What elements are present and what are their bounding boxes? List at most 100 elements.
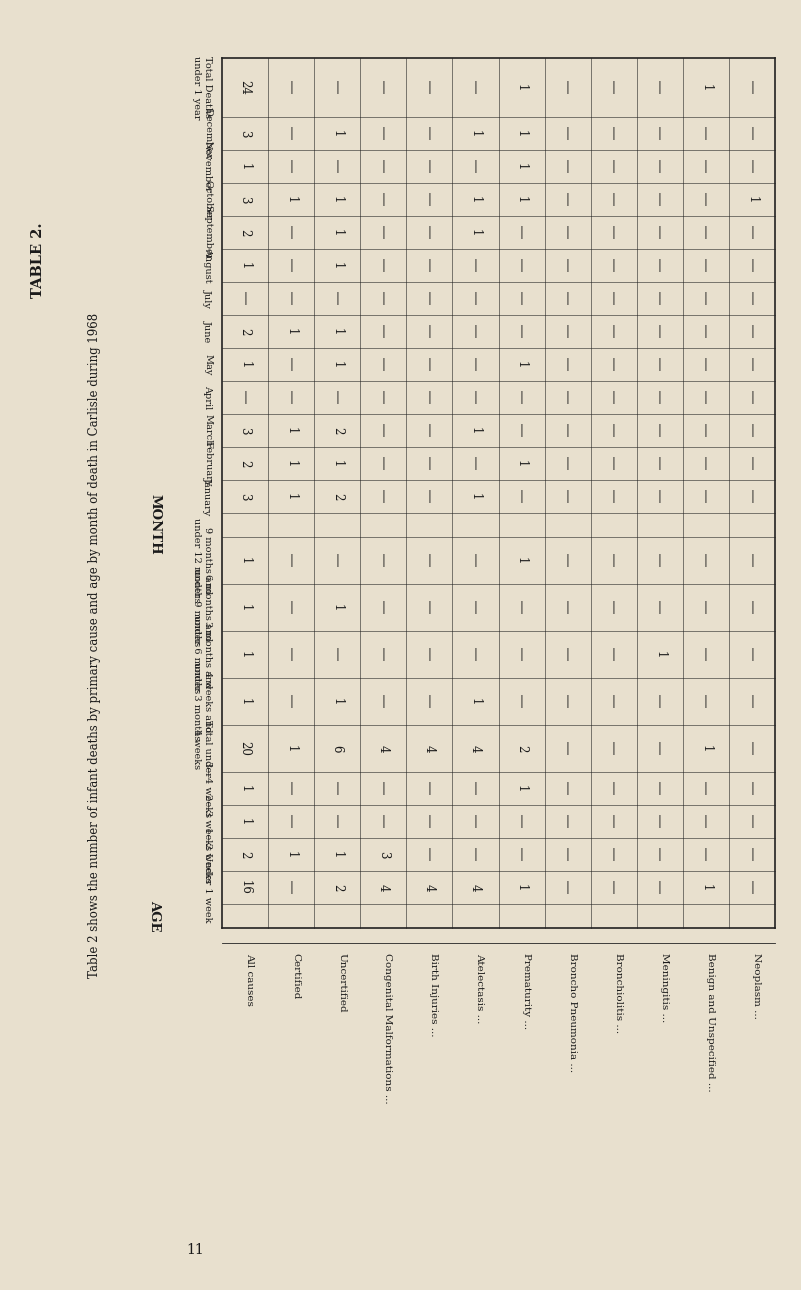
Text: |: | [336,160,339,173]
Text: Bronchiolitis ...: Bronchiolitis ... [614,953,622,1033]
Text: 1: 1 [515,884,528,891]
Text: May: May [203,353,212,375]
Text: |: | [658,160,662,173]
Text: |: | [520,424,524,437]
Text: 2: 2 [239,459,252,467]
Text: |: | [704,695,708,708]
Text: |: | [612,783,616,796]
Text: January: January [203,477,212,516]
Text: |: | [658,742,662,756]
Text: |: | [704,553,708,566]
Text: |: | [566,81,570,94]
Text: |: | [520,695,524,708]
Text: 4: 4 [376,884,390,891]
Text: 1: 1 [746,196,759,203]
Text: |: | [658,81,662,94]
Text: |: | [428,325,431,338]
Text: |: | [612,742,616,756]
Text: 1: 1 [469,228,482,236]
Text: |: | [750,359,754,372]
Text: |: | [381,490,385,503]
Text: |: | [244,391,247,404]
Text: |: | [428,783,431,796]
Text: |: | [704,815,708,828]
Text: March: March [203,414,212,446]
Text: |: | [658,424,662,437]
Text: |: | [566,160,570,173]
Text: |: | [381,457,385,470]
Text: |: | [289,648,293,660]
Text: February: February [203,441,212,486]
Text: |: | [520,325,524,338]
Text: 11: 11 [186,1244,204,1256]
Text: Congenital Malformations ...: Congenital Malformations ... [384,953,392,1104]
Text: |: | [381,815,385,828]
Text: |: | [750,601,754,614]
Text: Meningitis ...: Meningitis ... [660,953,669,1022]
Text: August: August [203,248,212,283]
Text: |: | [381,160,385,173]
Text: |: | [381,194,385,206]
Text: |: | [612,81,616,94]
Text: |: | [704,648,708,660]
Text: |: | [750,81,754,94]
Text: 1: 1 [284,851,298,859]
Text: |: | [473,292,477,304]
Text: |: | [381,648,385,660]
Text: |: | [428,81,431,94]
Text: |: | [658,783,662,796]
Text: Broncho Pneumonia ...: Broncho Pneumonia ... [568,953,577,1072]
Text: |: | [658,226,662,239]
Text: 1: 1 [331,228,344,236]
Text: |: | [520,292,524,304]
Text: |: | [704,325,708,338]
Text: Neoplasm ...: Neoplasm ... [752,953,761,1019]
Text: |: | [612,849,616,862]
Text: |: | [289,81,293,94]
Text: 2: 2 [331,493,344,501]
Text: |: | [566,259,570,272]
Text: |: | [750,490,754,503]
Text: |: | [473,783,477,796]
Text: |: | [473,391,477,404]
Text: 2: 2 [239,851,252,859]
Text: 1: 1 [469,427,482,435]
Text: 1: 1 [515,130,528,137]
Text: |: | [704,783,708,796]
Text: |: | [381,226,385,239]
Text: 1: 1 [515,556,528,564]
Text: |: | [289,292,293,304]
Text: |: | [244,292,247,304]
Text: Prematurity ...: Prematurity ... [521,953,530,1029]
Text: Certified: Certified [291,953,300,1000]
Text: July: July [203,289,212,308]
Text: 1: 1 [239,786,252,792]
Text: 3: 3 [239,196,252,204]
Text: |: | [428,259,431,272]
Text: 9 months and
under 12 months: 9 months and under 12 months [192,517,212,602]
Text: |: | [658,553,662,566]
Text: |: | [750,424,754,437]
Text: |: | [473,259,477,272]
Text: 1: 1 [331,130,344,137]
Text: |: | [428,601,431,614]
Text: |: | [612,815,616,828]
Text: MONTH: MONTH [148,494,162,555]
Text: 16: 16 [239,881,252,895]
Text: |: | [612,648,616,660]
Text: 3: 3 [376,851,390,859]
Text: 6: 6 [331,746,344,752]
Text: 1: 1 [331,361,344,368]
Text: |: | [612,325,616,338]
Text: |: | [704,259,708,272]
Text: 2—3 weeks: 2—3 weeks [203,793,212,850]
Text: |: | [612,490,616,503]
Text: 4: 4 [469,884,482,891]
Text: |: | [428,815,431,828]
Text: |: | [566,849,570,862]
Text: |: | [612,259,616,272]
Text: |: | [428,359,431,372]
Text: |: | [336,783,339,796]
Text: |: | [520,226,524,239]
Text: |: | [658,695,662,708]
